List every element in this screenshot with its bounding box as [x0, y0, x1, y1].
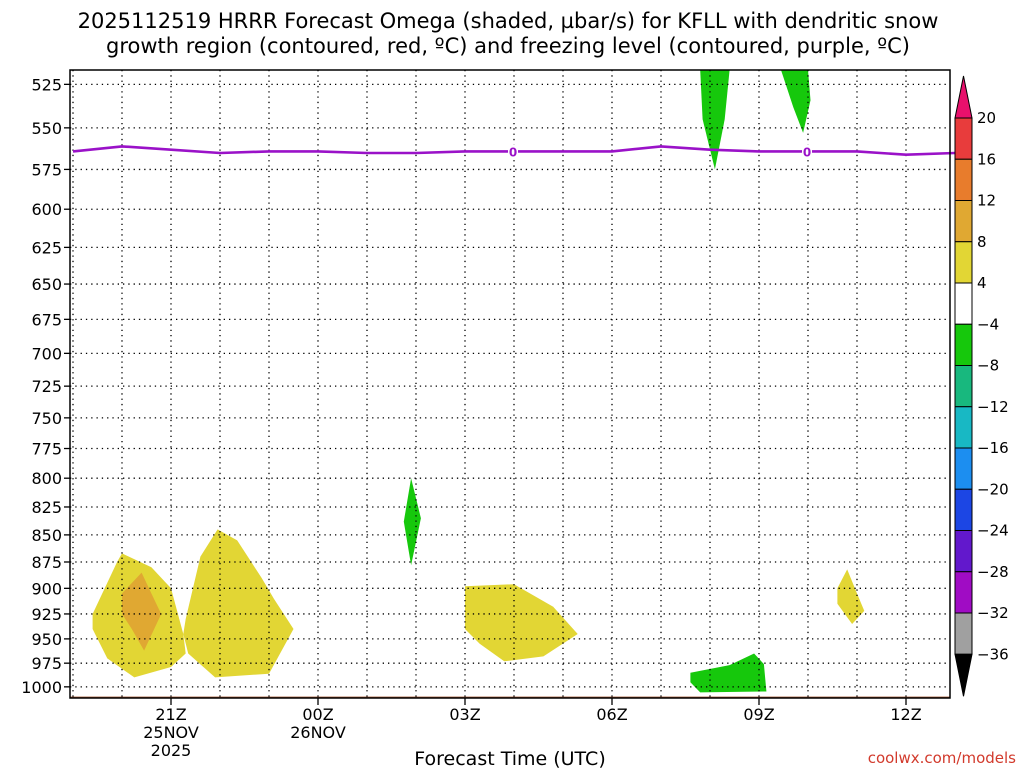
chart-title-line-1: 2025112519 HRRR Forecast Omega (shaded, …: [78, 9, 939, 33]
colorbar-label-1: 20: [977, 109, 996, 127]
y-tick-label-625: 625: [31, 238, 62, 257]
x-tick-label-4-1: 06Z: [596, 705, 627, 724]
x-tick-label-5-1: 09Z: [743, 705, 774, 724]
colorbar-label-3: 12: [977, 192, 996, 210]
x-tick-label-6-1: 12Z: [890, 705, 921, 724]
colorbar-segment-8: [954, 406, 973, 449]
pressure-axis: 525 550 575 600 625 650 675 700 725 750 775 800 825 8…: [21, 75, 70, 697]
colorbar-label-10: −20: [977, 480, 1009, 498]
y-tick-label-850: 850: [31, 526, 62, 545]
freezing-label-bg-2: [802, 144, 813, 159]
omega-region-3: [183, 529, 294, 678]
freezing-label-bg-1: [508, 144, 519, 159]
omega-region-8: [781, 70, 811, 133]
omega-region-9: [837, 569, 865, 624]
colorbar-segment-3: [954, 200, 973, 243]
y-tick-label-775: 775: [31, 440, 62, 459]
x-tick-label-1-2: 25NOV: [143, 723, 199, 742]
colorbar-segment-12: [954, 571, 973, 614]
x-tick-label-1-3: 2025: [151, 741, 192, 760]
y-tick-label-600: 600: [31, 200, 62, 219]
chart-gridlines: [70, 70, 950, 698]
colorbar-label-9: −16: [977, 439, 1009, 457]
omega-region-5: [465, 584, 578, 662]
omega-region-2: [122, 572, 162, 651]
colorbar-segment-9: [954, 447, 973, 490]
y-tick-label-800: 800: [31, 469, 62, 488]
colorbar-label-2: 16: [977, 150, 996, 168]
colorbar-label-12: −28: [977, 563, 1009, 581]
y-tick-label-1000: 1000: [21, 678, 62, 697]
colorbar-segment-13: [954, 612, 973, 655]
colorbar-label-6: −4: [977, 315, 999, 333]
y-tick-label-650: 650: [31, 275, 62, 294]
colorbar-segment-4: [954, 241, 973, 284]
colorbar-segment-6: [954, 323, 973, 366]
credit-link[interactable]: coolwx.com/models: [868, 749, 1016, 767]
colorbar-segment-10: [954, 488, 973, 531]
colorbar-label-11: −24: [977, 522, 1009, 540]
colorbar-label-5: 4: [977, 274, 987, 292]
freezing-level-label-1: 0: [509, 145, 517, 159]
colorbar-segment-2: [954, 158, 973, 201]
omega-region-7: [700, 70, 730, 170]
colorbar-label-13: −32: [977, 604, 1009, 622]
y-tick-label-925: 925: [31, 605, 62, 624]
colorbar-top-arrow: [954, 75, 973, 119]
colorbar-segment-5: [954, 282, 973, 325]
color-scale-legend: 20 16 12 8 4 −4 −8 −12 −16 −20 −24 −28 −32 −36: [954, 75, 1009, 697]
y-tick-label-950: 950: [31, 630, 62, 649]
omega-region-6: [690, 653, 767, 693]
x-tick-label-2-1: 00Z: [302, 705, 333, 724]
colorbar-label-4: 8: [977, 233, 987, 251]
y-tick-label-550: 550: [31, 119, 62, 138]
y-tick-label-525: 525: [31, 75, 62, 94]
colorbar-label-7: −8: [977, 357, 999, 375]
y-tick-label-675: 675: [31, 310, 62, 329]
y-tick-label-725: 725: [31, 377, 62, 396]
y-tick-label-750: 750: [31, 409, 62, 428]
y-tick-label-575: 575: [31, 160, 62, 179]
colorbar-segment-1: [954, 117, 973, 160]
colorbar-label-14: −36: [977, 645, 1009, 663]
x-axis-label: Forecast Time (UTC): [414, 748, 605, 768]
x-tick-label-1-1: 21Z: [155, 705, 186, 724]
y-tick-label-700: 700: [31, 344, 62, 363]
x-tick-label-2-2: 26NOV: [290, 723, 346, 742]
colorbar-label-8: −12: [977, 398, 1009, 416]
y-tick-label-875: 875: [31, 553, 62, 572]
y-tick-label-975: 975: [31, 654, 62, 673]
colorbar-segment-11: [954, 530, 973, 573]
chart-title-line-2: growth region (contoured, red, ºC) and f…: [106, 34, 910, 58]
x-tick-label-3-1: 03Z: [449, 705, 480, 724]
y-tick-label-900: 900: [31, 579, 62, 598]
plot-area-frame: [69, 69, 951, 699]
omega-region-4: [403, 478, 421, 566]
colorbar-segment-7: [954, 365, 973, 408]
colorbar-bottom-arrow: [954, 653, 973, 697]
freezing-level-label-2: 0: [803, 145, 811, 159]
y-tick-label-825: 825: [31, 498, 62, 517]
omega-shading: [92, 70, 865, 693]
